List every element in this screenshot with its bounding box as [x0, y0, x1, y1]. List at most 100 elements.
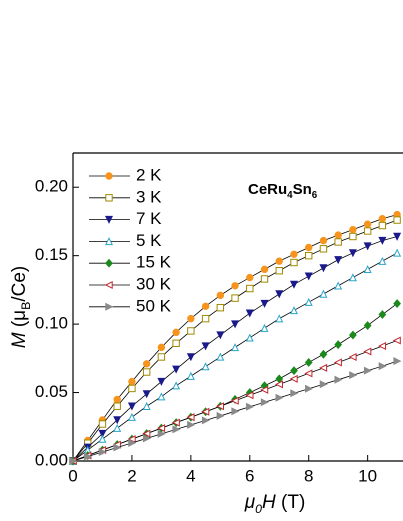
data-point: [98, 420, 107, 428]
data-point: [231, 282, 239, 290]
data-point: [128, 377, 136, 386]
data-point: [84, 452, 93, 461]
data-point: [142, 368, 151, 376]
data-point: [157, 429, 166, 438]
data-point: [319, 245, 328, 253]
data-point: [304, 369, 313, 378]
data-point: [305, 384, 314, 393]
data-point: [334, 375, 343, 384]
data-point: [128, 438, 137, 447]
data-point: [113, 443, 122, 452]
legend-label: 50 K: [136, 296, 172, 315]
data-point: [333, 358, 342, 367]
data-point: [142, 360, 151, 368]
data-point: [290, 366, 298, 376]
data-point: [378, 310, 387, 319]
data-point: [275, 314, 284, 323]
data-point: [127, 412, 136, 421]
data-point: [319, 349, 328, 359]
data-point: [186, 413, 195, 422]
data-point: [201, 302, 210, 311]
legend-marker: [104, 237, 114, 246]
data-point: [245, 333, 254, 342]
data-point: [392, 336, 401, 345]
data-point: [157, 392, 166, 401]
data-point: [334, 256, 343, 265]
legend-marker: [105, 172, 113, 180]
data-point: [201, 314, 210, 323]
legend-marker: [105, 258, 113, 268]
data-point: [319, 289, 328, 298]
data-point: [348, 273, 357, 282]
data-point: [172, 365, 181, 374]
data-point: [172, 381, 181, 390]
data-point: [378, 256, 387, 265]
compound-label: CeRu4Sn6: [248, 181, 318, 201]
data-point: [363, 220, 372, 228]
data-point: [334, 340, 343, 350]
data-point: [378, 215, 387, 223]
data-point: [245, 309, 254, 318]
data-point: [201, 416, 210, 425]
data-point: [113, 402, 121, 410]
legend-label: 15 K: [136, 253, 172, 272]
data-point: [187, 420, 196, 429]
legend-label: 7 K: [136, 209, 162, 228]
data-point: [127, 402, 136, 411]
data-point: [393, 248, 402, 257]
data-point: [231, 294, 239, 302]
data-point: [334, 238, 342, 246]
data-point: [216, 352, 225, 361]
data-point: [275, 267, 283, 275]
data-point: [363, 347, 372, 356]
data-point: [201, 342, 210, 351]
x-tick-label: 6: [245, 466, 254, 485]
data-point: [304, 297, 313, 306]
data-point: [216, 291, 225, 300]
data-point: [157, 343, 166, 352]
data-point: [186, 371, 195, 380]
data-point: [142, 390, 151, 399]
data-point: [349, 232, 357, 241]
data-point: [113, 423, 122, 432]
data-point: [142, 401, 151, 410]
data-point: [305, 243, 313, 252]
data-point: [319, 363, 328, 372]
data-point: [363, 265, 372, 274]
data-point: [378, 236, 387, 245]
y-tick-label: 0.05: [35, 382, 68, 401]
data-point: [216, 402, 225, 411]
data-point: [393, 232, 402, 241]
data-point: [216, 331, 225, 340]
data-point: [363, 227, 372, 235]
data-point: [334, 281, 343, 290]
data-point: [231, 343, 240, 352]
data-point: [69, 456, 78, 466]
data-point: [290, 250, 298, 258]
data-point: [127, 435, 136, 444]
data-point: [305, 251, 313, 260]
data-point: [172, 339, 180, 347]
data-point: [187, 314, 195, 323]
data-point: [113, 416, 122, 425]
y-tick-label: 0.00: [35, 450, 68, 469]
data-point: [378, 221, 387, 230]
data-point: [334, 231, 342, 239]
x-axis-label: μ0H (T): [244, 492, 306, 516]
data-point: [246, 273, 254, 282]
data-point: [157, 424, 166, 433]
data-point: [171, 418, 180, 427]
data-point: [275, 257, 283, 265]
data-point: [187, 327, 195, 335]
data-point: [393, 216, 401, 224]
legend-marker: [104, 215, 114, 224]
y-tick-label: 0.15: [35, 245, 68, 264]
data-point: [304, 272, 313, 281]
data-point: [172, 328, 180, 337]
data-point: [349, 371, 358, 380]
data-point: [290, 258, 298, 267]
legend-label: 2 K: [136, 165, 162, 184]
data-point: [246, 284, 254, 293]
data-point: [172, 425, 181, 434]
